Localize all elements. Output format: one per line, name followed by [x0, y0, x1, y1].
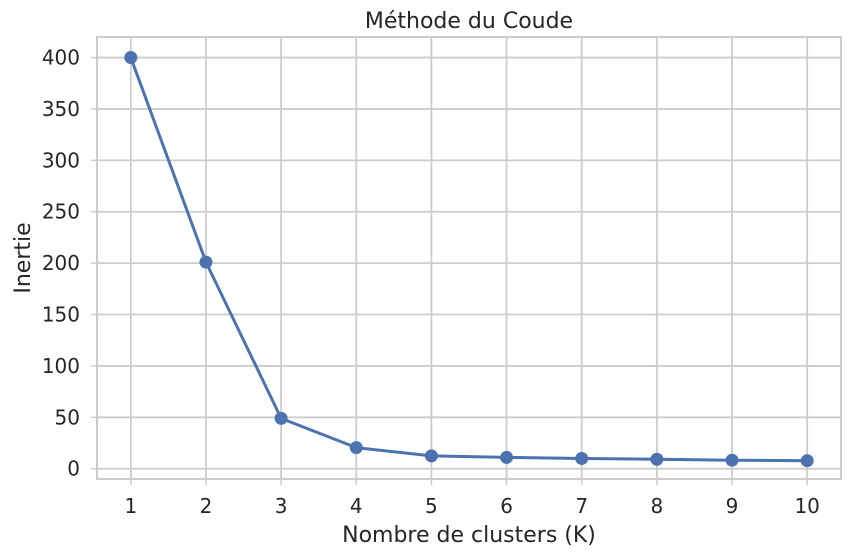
x-tick-label: 8: [651, 494, 664, 518]
data-point: [199, 255, 213, 269]
x-tick-label: 7: [575, 494, 588, 518]
y-tick-label: 50: [55, 405, 80, 429]
data-point: [274, 411, 288, 425]
x-tick-label: 5: [425, 494, 438, 518]
plot-frame: [96, 36, 842, 480]
x-tick-label: 6: [500, 494, 513, 518]
data-point: [124, 51, 138, 65]
x-tick-label: 1: [124, 494, 137, 518]
y-tick-label: 100: [42, 354, 80, 378]
data-point: [725, 453, 739, 467]
series-layer: [124, 51, 814, 468]
y-tick-label: 150: [42, 303, 80, 327]
data-point: [800, 454, 814, 468]
y-tick-label: 350: [42, 97, 80, 121]
y-tick-label: 0: [67, 457, 80, 481]
y-tick-label: 300: [42, 148, 80, 172]
y-axis-label: Inertie: [11, 222, 36, 293]
y-tick-label: 250: [42, 200, 80, 224]
data-point: [650, 452, 664, 466]
x-tick-label: 2: [200, 494, 213, 518]
x-axis-label: Nombre de clusters (K): [342, 523, 596, 548]
y-tick-label: 200: [42, 251, 80, 275]
data-point: [500, 450, 514, 464]
data-point: [424, 449, 438, 463]
data-point: [575, 451, 589, 465]
x-tick-label: 3: [275, 494, 288, 518]
x-tick-label: 9: [726, 494, 739, 518]
series-line: [129, 57, 808, 463]
x-tick-label: 4: [350, 494, 363, 518]
y-tick-label: 400: [42, 46, 80, 70]
grid-layer: [97, 37, 841, 479]
chart-title: Méthode du Coude: [365, 9, 573, 34]
x-tick-label: 10: [794, 494, 819, 518]
data-point: [349, 441, 363, 455]
